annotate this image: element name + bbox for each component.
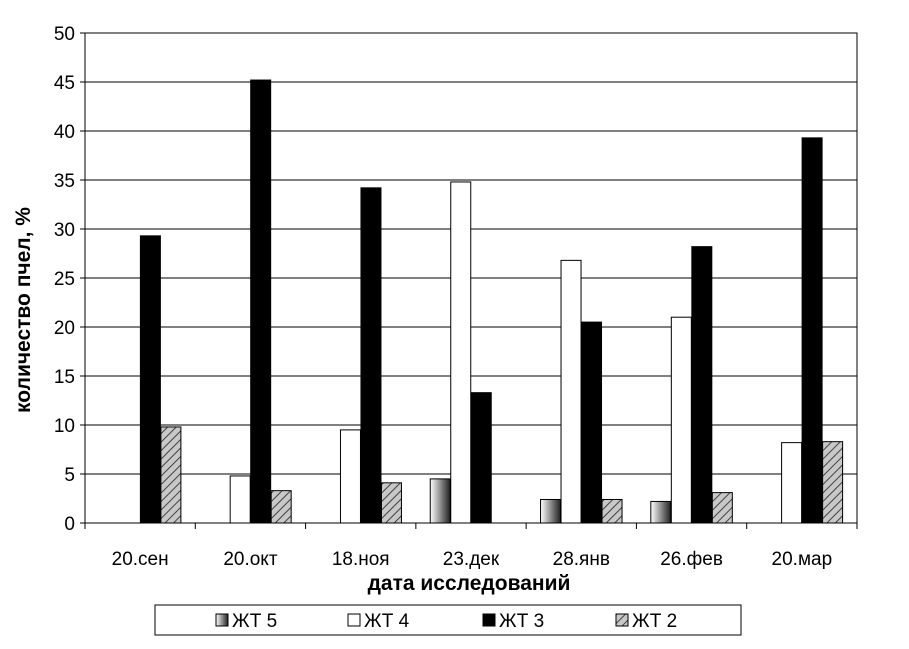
legend-swatch <box>215 613 229 627</box>
bar-жт-3 <box>139 235 161 524</box>
y-tick-label: 50 <box>54 24 75 45</box>
bar-жт-5 <box>650 500 672 524</box>
x-tick-label: 28.янв <box>553 549 610 570</box>
y-tick-label: 30 <box>54 220 75 241</box>
bar-жт-3 <box>470 392 492 524</box>
x-tick-label: 18.ноя <box>332 549 390 570</box>
x-axis-ticks: 20.сен 20.окт 18.ноя 23.дек 28.янв 26.фев 20.м… <box>84 523 858 570</box>
legend-label: ЖТ 2 <box>632 611 677 632</box>
legend-label: ЖТ 5 <box>232 611 277 632</box>
bar-жт-4 <box>450 181 472 524</box>
y-axis-title: количество пчел, % <box>12 207 35 413</box>
y-tick-label: 0 <box>64 514 75 535</box>
y-axis-ticks: 0 5 10 15 20 25 30 35 40 45 50 <box>54 24 85 535</box>
bar-жт-3 <box>250 79 272 524</box>
bar-жт-2 <box>601 498 623 524</box>
y-tick-label: 45 <box>54 73 75 94</box>
bar-жт-2 <box>380 482 402 524</box>
legend-swatch <box>347 613 361 627</box>
x-tick-label: 20.мар <box>772 549 833 570</box>
x-tick-label: 26.фев <box>660 549 723 570</box>
bar-жт-5 <box>540 498 562 524</box>
bar-жт-4 <box>339 429 361 524</box>
bar-жт-3 <box>691 246 713 524</box>
bar-жт-2 <box>822 441 844 524</box>
legend-label: ЖТ 3 <box>499 611 544 632</box>
x-tick-label: 23.дек <box>443 549 500 570</box>
bar-жт-5 <box>429 478 451 524</box>
x-tick-label: 20.сен <box>112 549 169 570</box>
bars <box>139 79 844 524</box>
bar-жт-4 <box>229 475 251 524</box>
bar-жт-2 <box>270 490 292 524</box>
y-tick-label: 25 <box>54 269 75 290</box>
x-axis-title: дата исследований <box>368 572 571 595</box>
x-tick-label: 20.окт <box>223 549 278 570</box>
legend-box <box>154 604 742 636</box>
bar-жт-4 <box>781 442 803 524</box>
y-tick-label: 20 <box>54 318 75 339</box>
y-tick-label: 5 <box>64 465 75 486</box>
bar-жт-4 <box>560 259 582 524</box>
y-tick-label: 15 <box>54 367 75 388</box>
y-tick-label: 10 <box>54 416 75 437</box>
legend-label: ЖТ 4 <box>364 611 410 632</box>
legend-swatch <box>482 613 496 627</box>
bar-жт-4 <box>670 316 692 524</box>
bar-жт-2 <box>711 492 733 524</box>
y-tick-label: 35 <box>54 171 75 192</box>
y-tick-label: 40 <box>54 122 75 143</box>
bar-жт-3 <box>360 187 382 524</box>
legend: ЖТ 5 ЖТ 4 ЖТ 3 ЖТ 2 <box>154 604 742 636</box>
bar-жт-2 <box>160 426 182 524</box>
bar-жт-3 <box>581 321 603 524</box>
bar-жт-3 <box>801 137 823 524</box>
legend-swatch <box>615 613 629 627</box>
